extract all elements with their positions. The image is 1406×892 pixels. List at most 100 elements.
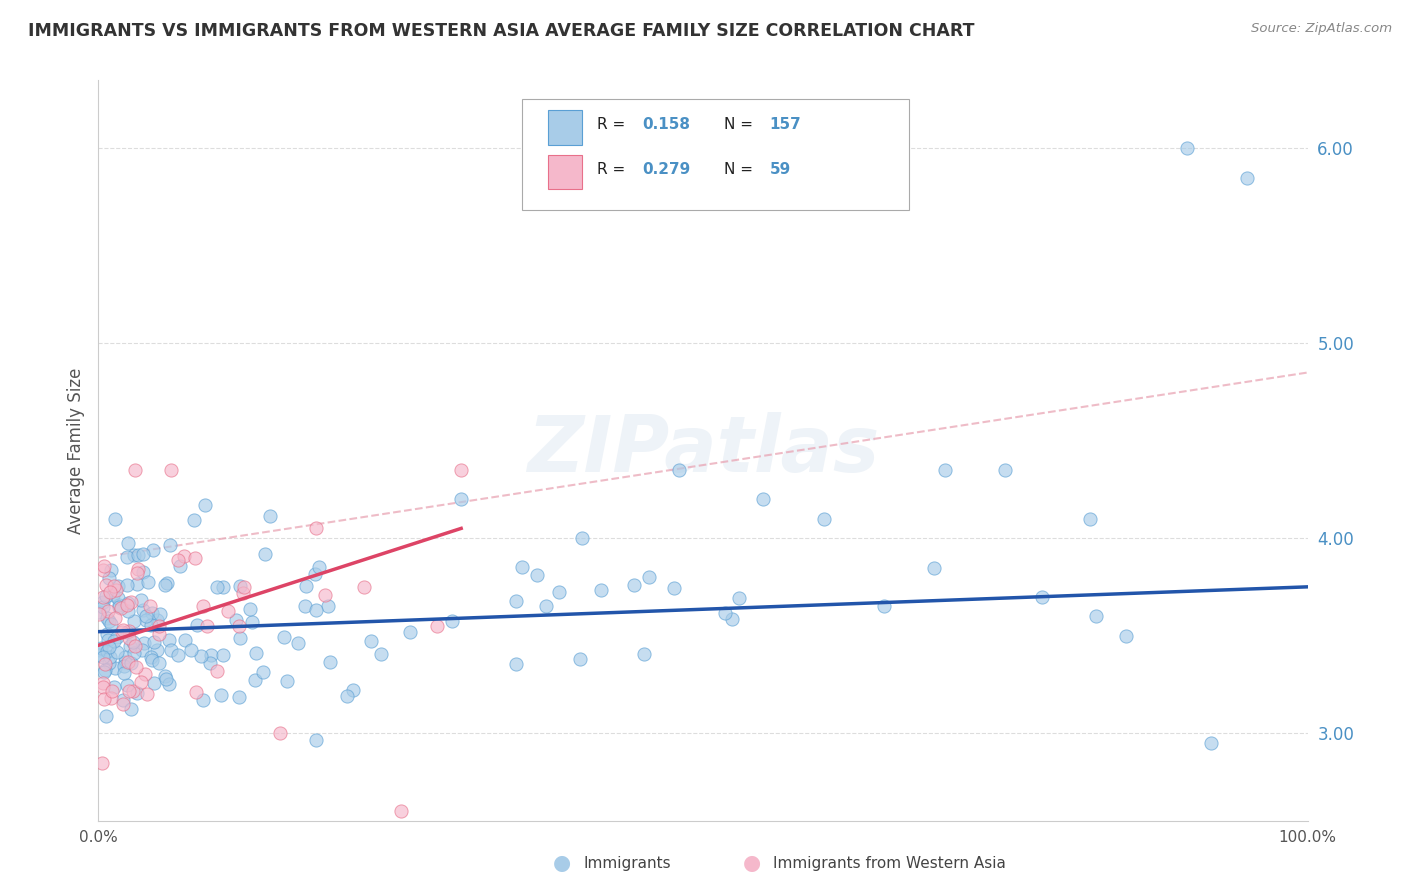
Point (191, 693, 214, 707)
Text: Immigrants from Western Asia: Immigrants from Western Asia (773, 856, 1007, 871)
Point (114, 659, 136, 673)
Point (205, 664, 228, 678)
Text: ●: ● (744, 854, 761, 873)
Point (159, 538, 181, 552)
Point (243, 673, 266, 688)
Point (229, 632, 252, 646)
Point (211, 580, 233, 594)
Point (103, 588, 125, 602)
Point (135, 687, 157, 701)
Point (148, 619, 170, 633)
Point (205, 580, 228, 594)
Point (93, 665, 115, 680)
Point (505, 593, 527, 607)
Point (97, 640, 120, 655)
Point (638, 570, 661, 584)
Point (198, 656, 221, 670)
Point (111, 697, 134, 711)
Point (103, 633, 125, 648)
Point (167, 553, 190, 567)
Point (91, 676, 114, 690)
Point (117, 577, 139, 591)
Point (153, 669, 176, 683)
Text: Immigrants: Immigrants (583, 856, 671, 871)
Text: IMMIGRANTS VS IMMIGRANTS FROM WESTERN ASIA AVERAGE FAMILY SIZE CORRELATION CHART: IMMIGRANTS VS IMMIGRANTS FROM WESTERN AS… (28, 22, 974, 40)
Point (145, 613, 167, 627)
Point (135, 609, 157, 624)
Point (134, 667, 156, 681)
Text: Source: ZipAtlas.com: Source: ZipAtlas.com (1251, 22, 1392, 36)
Point (122, 683, 145, 698)
Point (115, 598, 138, 612)
Point (254, 548, 277, 562)
Point (336, 689, 359, 703)
Point (93, 691, 115, 706)
Point (1078, 511, 1101, 525)
Point (124, 640, 146, 654)
Point (273, 630, 295, 644)
Point (922, 561, 945, 575)
Point (89, 642, 111, 657)
Point (114, 650, 136, 665)
Point (120, 656, 142, 670)
Point (142, 675, 165, 690)
Point (259, 508, 281, 523)
Point (342, 682, 364, 697)
Point (122, 548, 145, 562)
Point (353, 580, 375, 594)
Point (138, 599, 160, 613)
Point (132, 565, 155, 579)
Point (132, 547, 155, 561)
Point (314, 589, 336, 603)
Point (91, 599, 114, 614)
Point (194, 498, 217, 512)
Point (108, 599, 131, 614)
Point (212, 648, 235, 662)
Point (96, 589, 118, 603)
Point (664, 582, 686, 596)
Point (195, 619, 218, 633)
Point (240, 615, 263, 629)
Point (96, 709, 118, 723)
Point (228, 690, 250, 704)
Point (118, 631, 141, 645)
Point (136, 574, 159, 589)
Point (117, 604, 139, 618)
Point (934, 463, 956, 477)
Point (623, 577, 645, 591)
Point (813, 511, 835, 525)
Point (125, 566, 148, 580)
Point (287, 636, 309, 650)
Point (118, 624, 141, 638)
Point (125, 577, 148, 591)
Point (304, 567, 326, 582)
Point (97, 632, 120, 647)
Point (107, 591, 129, 605)
Point (141, 653, 163, 667)
Point (111, 693, 134, 707)
Point (104, 610, 127, 624)
Point (114, 655, 136, 669)
Point (127, 562, 149, 576)
Point (304, 603, 326, 617)
Point (200, 648, 222, 662)
Point (510, 853, 533, 867)
Point (96, 626, 118, 640)
Point (370, 647, 392, 661)
Point (93, 649, 115, 664)
Point (124, 463, 146, 477)
Point (107, 579, 129, 593)
Point (142, 634, 165, 648)
Point (180, 643, 202, 657)
Point (228, 579, 250, 593)
Point (97, 604, 120, 618)
Point (184, 685, 207, 699)
Point (129, 592, 152, 607)
Point (117, 596, 139, 610)
Point (111, 624, 134, 639)
Text: R =: R = (596, 117, 630, 132)
Text: N =: N = (724, 117, 758, 132)
Point (1199, 736, 1222, 750)
Point (124, 646, 146, 660)
Point (305, 521, 328, 535)
